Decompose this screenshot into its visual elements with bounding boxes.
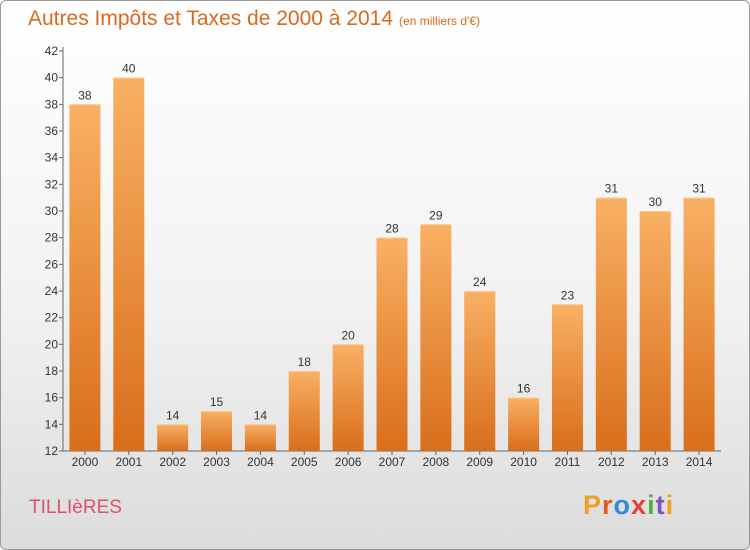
bar-value-label: 28 bbox=[385, 222, 399, 236]
x-tick-label: 2007 bbox=[379, 455, 406, 469]
y-tick-label: 12 bbox=[45, 444, 59, 458]
x-tick-label: 2013 bbox=[642, 455, 669, 469]
logo-letter: t bbox=[655, 490, 666, 520]
y-tick-label: 34 bbox=[45, 151, 59, 165]
logo-letter: o bbox=[613, 490, 632, 520]
x-tick-label: 2014 bbox=[686, 455, 713, 469]
bar bbox=[683, 197, 715, 451]
bar bbox=[376, 237, 408, 451]
bar-value-label: 31 bbox=[692, 182, 706, 196]
x-tick-label: 2003 bbox=[203, 455, 230, 469]
x-tick-label: 2010 bbox=[510, 455, 537, 469]
bar bbox=[595, 197, 627, 451]
x-tick-label: 2006 bbox=[335, 455, 362, 469]
x-tick-label: 2004 bbox=[247, 455, 274, 469]
x-tick-label: 2005 bbox=[291, 455, 318, 469]
chart-title: Autres Impôts et Taxes de 2000 à 2014 bbox=[28, 7, 394, 30]
bar-value-label: 31 bbox=[605, 182, 619, 196]
commune-name: TILLIèRES bbox=[29, 497, 122, 518]
bar bbox=[157, 424, 189, 451]
logo-letter: i bbox=[647, 490, 656, 520]
bar-value-label: 40 bbox=[122, 62, 136, 76]
y-tick-label: 32 bbox=[45, 177, 59, 191]
bar-value-label: 15 bbox=[210, 395, 224, 409]
bar bbox=[508, 397, 540, 451]
bar bbox=[551, 304, 583, 451]
y-tick-label: 20 bbox=[45, 337, 59, 351]
x-tick-label: 2012 bbox=[598, 455, 625, 469]
bar-value-label: 29 bbox=[429, 208, 443, 222]
logo-letter: P bbox=[583, 490, 603, 520]
bar-value-label: 38 bbox=[78, 88, 92, 102]
bar bbox=[464, 291, 496, 451]
bar bbox=[201, 411, 233, 451]
x-tick-label: 2008 bbox=[423, 455, 450, 469]
bar-value-label: 24 bbox=[473, 275, 487, 289]
y-tick-label: 26 bbox=[45, 257, 59, 271]
proxiti-logo: Proxiti bbox=[583, 490, 674, 521]
y-tick-label: 14 bbox=[45, 417, 59, 431]
logo-letter: r bbox=[602, 490, 614, 520]
bar-value-label: 14 bbox=[166, 408, 180, 422]
bar-value-label: 30 bbox=[649, 195, 663, 209]
bar bbox=[244, 424, 276, 451]
y-tick-label: 16 bbox=[45, 391, 59, 405]
y-tick-label: 40 bbox=[45, 71, 59, 85]
y-tick-label: 22 bbox=[45, 311, 59, 325]
chart-title-block: Autres Impôts et Taxes de 2000 à 2014 (en… bbox=[28, 7, 480, 31]
bar bbox=[639, 211, 671, 451]
x-tick-label: 2002 bbox=[159, 455, 186, 469]
x-tick-label: 2009 bbox=[466, 455, 493, 469]
bar bbox=[332, 344, 364, 451]
bar-value-label: 18 bbox=[298, 355, 312, 369]
bar-value-label: 14 bbox=[254, 408, 268, 422]
y-tick-label: 18 bbox=[45, 364, 59, 378]
logo-letter: i bbox=[665, 490, 675, 520]
y-tick-label: 24 bbox=[45, 284, 59, 298]
y-tick-label: 38 bbox=[45, 97, 59, 111]
x-tick-label: 2001 bbox=[115, 455, 142, 469]
bar bbox=[113, 77, 145, 452]
y-tick-label: 30 bbox=[45, 204, 59, 218]
bar bbox=[420, 224, 452, 451]
bar-value-label: 23 bbox=[561, 288, 575, 302]
y-tick-label: 28 bbox=[45, 231, 59, 245]
bar bbox=[288, 371, 320, 451]
y-tick-label: 36 bbox=[45, 124, 59, 138]
bar bbox=[69, 104, 101, 451]
chart-unit: (en milliers d'€) bbox=[399, 14, 481, 28]
y-tick-label: 42 bbox=[45, 44, 59, 58]
bar-value-label: 20 bbox=[341, 328, 355, 342]
bar-value-label: 16 bbox=[517, 382, 531, 396]
x-tick-label: 2000 bbox=[72, 455, 99, 469]
logo-letter: x bbox=[631, 490, 648, 520]
x-tick-label: 2011 bbox=[555, 455, 581, 469]
